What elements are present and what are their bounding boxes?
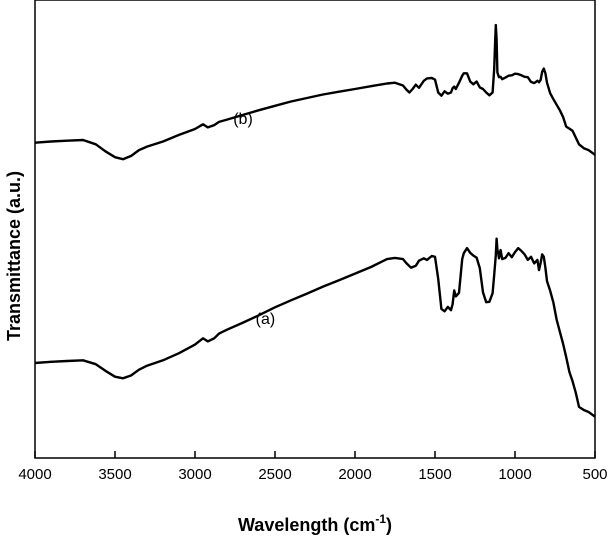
x-tick-label: 4000: [18, 466, 51, 483]
x-axis-label: Wavelength (cm-1): [238, 512, 392, 535]
series-annotation-1: (a): [256, 311, 276, 328]
x-tick-label: 3500: [98, 466, 131, 483]
x-tick-label: 2000: [338, 466, 371, 483]
x-tick-label: 3000: [178, 466, 211, 483]
x-tick-label: 1000: [498, 466, 531, 483]
x-tick-label: 1500: [418, 466, 451, 483]
plot-frame: [34, 0, 596, 459]
series-line-1: [34, 23, 596, 161]
y-axis-label: Transmittance (a.u.): [4, 171, 24, 341]
series-line-0: [34, 237, 596, 418]
x-axis-label-suffix: ): [386, 515, 392, 535]
x-axis-label-text: Wavelength (cm: [238, 515, 375, 535]
x-tick-label: 2500: [258, 466, 291, 483]
x-tick-label: 500: [582, 466, 607, 483]
x-axis-label-superscript: -1: [375, 512, 386, 526]
series-annotation-0: (b): [233, 111, 253, 128]
